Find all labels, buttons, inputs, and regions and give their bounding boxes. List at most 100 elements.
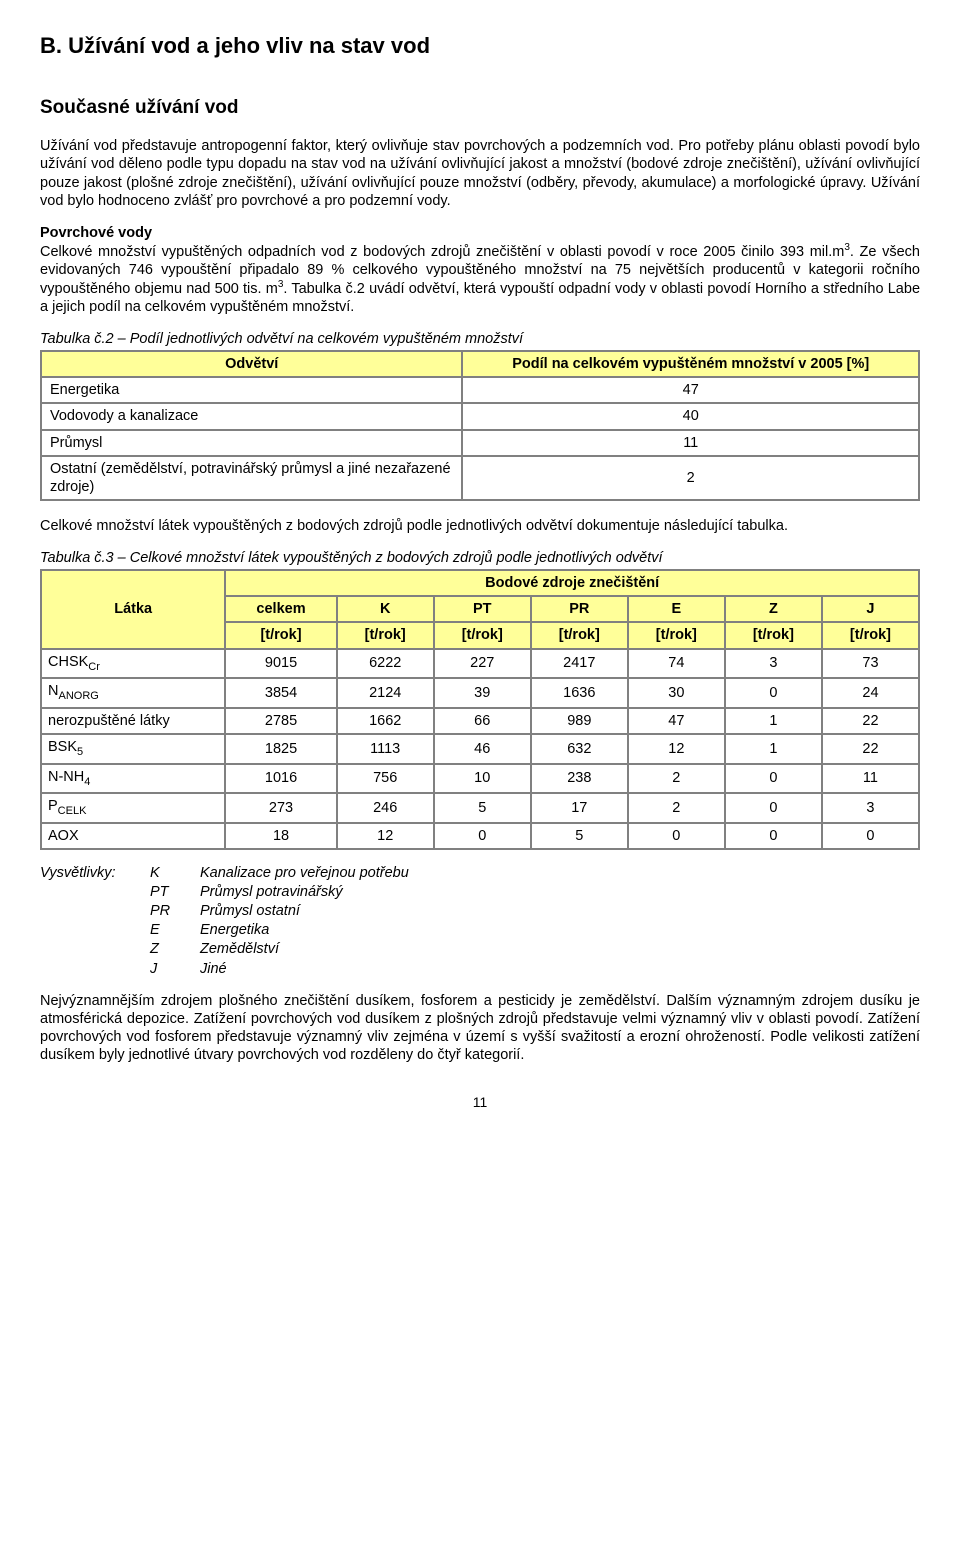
t2-cell: 0: [822, 823, 919, 849]
t2-cell: 0: [725, 793, 822, 823]
t2-col-label: Látka: [41, 570, 225, 648]
t2-cell: 5: [531, 823, 628, 849]
t2-cell: 2417: [531, 649, 628, 679]
legend-key: PT: [150, 883, 200, 901]
t2-cell: 22: [822, 734, 919, 764]
t2-cell: 46: [434, 734, 531, 764]
t2-cell: 12: [337, 823, 434, 849]
table-substances: Látka Bodové zdroje znečištění celkemKPT…: [40, 569, 920, 850]
legend-key: K: [150, 864, 200, 882]
table2-caption: Tabulka č.3 – Celkové množství látek vyp…: [40, 549, 920, 567]
t2-cell: 1016: [225, 764, 336, 794]
t2-cell: 11: [822, 764, 919, 794]
t2-cell: 238: [531, 764, 628, 794]
t2-unit: [t/rok]: [337, 622, 434, 648]
t2-cell: 0: [434, 823, 531, 849]
t2-row-label: NANORG: [41, 678, 225, 708]
t2-col: J: [822, 596, 919, 622]
paragraph-final: Nejvýznamnějším zdrojem plošného znečišt…: [40, 992, 920, 1065]
legend-key: E: [150, 921, 200, 939]
t1-col2: Podíl na celkovém vypuštěném množství v …: [462, 351, 919, 377]
t2-cell: 1: [725, 708, 822, 734]
t2-cell: 2785: [225, 708, 336, 734]
t2-col: celkem: [225, 596, 336, 622]
legend-title: [40, 883, 150, 901]
t2-row-label: AOX: [41, 823, 225, 849]
legend-title: [40, 921, 150, 939]
legend-title: [40, 940, 150, 958]
t2-cell: 246: [337, 793, 434, 823]
page-number: 11: [40, 1094, 920, 1112]
table-row-label: Průmysl: [41, 430, 462, 456]
t2-cell: 0: [725, 678, 822, 708]
t2-unit: [t/rok]: [434, 622, 531, 648]
t2-cell: 18: [225, 823, 336, 849]
t2-cell: 1: [725, 734, 822, 764]
legend-value: Jiné: [200, 960, 920, 978]
t2-cell: 273: [225, 793, 336, 823]
t2-cell: 0: [725, 764, 822, 794]
table-row-value: 2: [462, 456, 919, 500]
t2-row-label: PCELK: [41, 793, 225, 823]
t2-unit: [t/rok]: [628, 622, 725, 648]
table-row-value: 47: [462, 377, 919, 403]
t2-cell: 3: [725, 649, 822, 679]
legend-value: Kanalizace pro veřejnou potřebu: [200, 864, 920, 882]
table1-caption: Tabulka č.2 – Podíl jednotlivých odvětví…: [40, 330, 920, 348]
legend-value: Průmysl ostatní: [200, 902, 920, 920]
t2-cell: 0: [725, 823, 822, 849]
t2-cell: 227: [434, 649, 531, 679]
t2-cell: 1825: [225, 734, 336, 764]
p2a: Celkové množství vypuštěných odpadních v…: [40, 244, 844, 260]
table-row-value: 11: [462, 430, 919, 456]
t2-unit: [t/rok]: [725, 622, 822, 648]
section-title: Současné užívání vod: [40, 96, 920, 120]
legend-title: [40, 960, 150, 978]
t2-cell: 3: [822, 793, 919, 823]
t2-col: PT: [434, 596, 531, 622]
paragraph-t2-intro: Celkové množství látek vypouštěných z bo…: [40, 517, 920, 535]
t2-cell: 3854: [225, 678, 336, 708]
t2-cell: 9015: [225, 649, 336, 679]
legend-title: Vysvětlivky:: [40, 864, 150, 882]
legend-value: Zemědělství: [200, 940, 920, 958]
t2-cell: 6222: [337, 649, 434, 679]
t2-cell: 632: [531, 734, 628, 764]
t1-col1: Odvětví: [41, 351, 462, 377]
t2-cell: 30: [628, 678, 725, 708]
t2-cell: 73: [822, 649, 919, 679]
table-sector-share: Odvětví Podíl na celkovém vypuštěném mno…: [40, 350, 920, 501]
t2-grouphdr: Bodové zdroje znečištění: [225, 570, 919, 596]
legend-title: [40, 902, 150, 920]
legend-key: Z: [150, 940, 200, 958]
t2-cell: 1113: [337, 734, 434, 764]
table-row-value: 40: [462, 403, 919, 429]
t2-cell: 24: [822, 678, 919, 708]
t2-row-label: BSK5: [41, 734, 225, 764]
t2-cell: 2124: [337, 678, 434, 708]
t2-unit: [t/rok]: [531, 622, 628, 648]
paragraph-intro: Užívání vod představuje antropogenní fak…: [40, 137, 920, 210]
table-row-label: Vodovody a kanalizace: [41, 403, 462, 429]
t2-row-label: CHSKCr: [41, 649, 225, 679]
t2-cell: 1662: [337, 708, 434, 734]
table-row-label: Energetika: [41, 377, 462, 403]
t2-col: PR: [531, 596, 628, 622]
t2-col: Z: [725, 596, 822, 622]
t2-cell: 1636: [531, 678, 628, 708]
t2-row-label: nerozpuštěné látky: [41, 708, 225, 734]
t2-unit: [t/rok]: [225, 622, 336, 648]
table-row-label: Ostatní (zemědělství, potravinářský prům…: [41, 456, 462, 500]
t2-row-label: N-NH4: [41, 764, 225, 794]
t2-cell: 5: [434, 793, 531, 823]
t2-cell: 2: [628, 793, 725, 823]
t2-cell: 17: [531, 793, 628, 823]
legend-value: Energetika: [200, 921, 920, 939]
t2-cell: 74: [628, 649, 725, 679]
t2-cell: 2: [628, 764, 725, 794]
paragraph-povrchove: Povrchové vody Celkové množství vypuštěn…: [40, 224, 920, 316]
t2-cell: 12: [628, 734, 725, 764]
t2-cell: 22: [822, 708, 919, 734]
t2-cell: 47: [628, 708, 725, 734]
t2-cell: 0: [628, 823, 725, 849]
